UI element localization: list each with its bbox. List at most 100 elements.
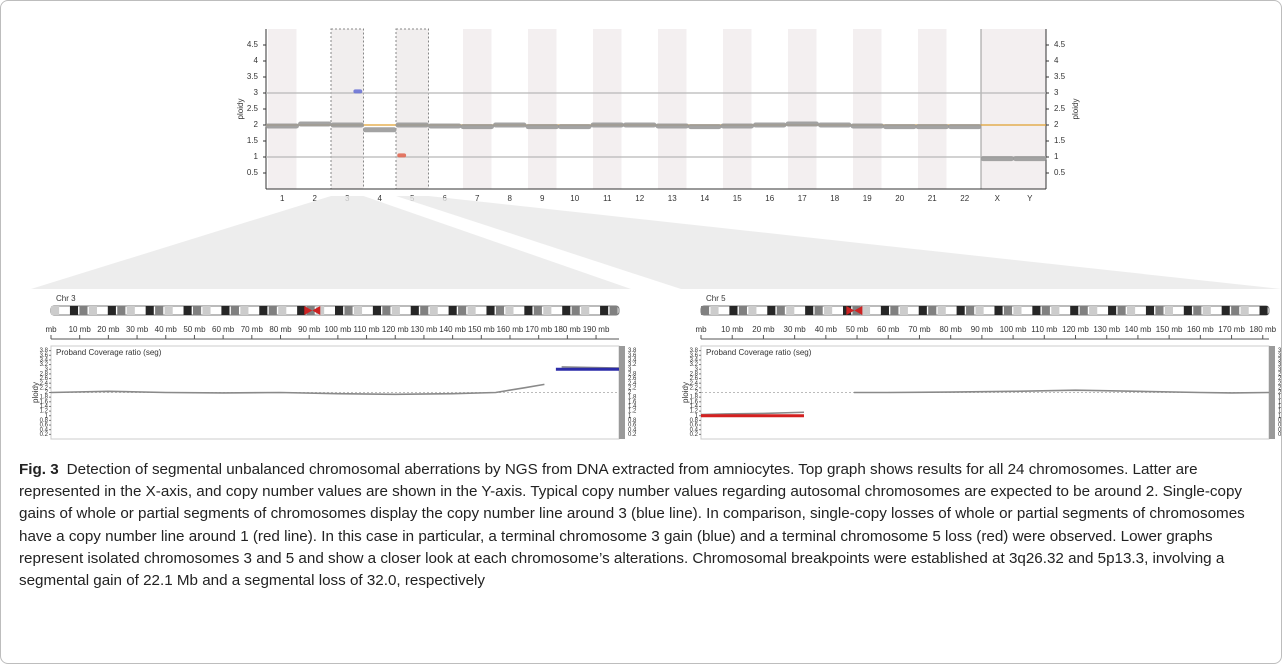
band (155, 306, 164, 315)
band (524, 306, 533, 315)
band (776, 306, 785, 315)
band (69, 306, 79, 315)
x-tick-label: 13 (668, 194, 677, 203)
x-tick-label: 120 mb (1062, 325, 1089, 334)
y-label: ploidy (236, 99, 245, 120)
x-tick-label: 150 mb (1156, 325, 1183, 334)
scale-bar (619, 346, 625, 439)
y2-tick-label: 3 (1278, 367, 1282, 373)
x-tick-label: 1 (280, 194, 285, 203)
x-tick-label: mb (45, 325, 57, 334)
x-tick-label: 60 mb (877, 325, 900, 334)
caption-label: Fig. 3 (19, 461, 59, 478)
band-shade (593, 29, 622, 189)
y2-tick-label: 3.4 (628, 358, 637, 364)
band (1079, 306, 1088, 315)
y2-tick-label: 3.5 (1054, 72, 1066, 81)
y2-tick-label: 1 (628, 413, 632, 419)
band (259, 306, 268, 315)
band (1117, 306, 1126, 315)
x-tick-label: 11 (603, 194, 612, 203)
y2-tick-label: 2 (628, 390, 632, 396)
band (767, 306, 776, 315)
band (486, 306, 495, 315)
y2-tick-label: 2 (1054, 120, 1059, 129)
centromere (312, 306, 321, 315)
band (814, 306, 823, 315)
x-tick-label: 60 mb (212, 325, 235, 334)
y-tick-label: 2.4 (690, 381, 699, 387)
band (230, 306, 239, 315)
x-tick-label: 18 (830, 194, 839, 203)
band (1183, 306, 1192, 315)
x-tick-label: 14 (700, 194, 709, 203)
band (1164, 306, 1173, 315)
band (1070, 306, 1079, 315)
highlight-box (395, 28, 429, 190)
x-tick-label: 7 (475, 194, 480, 203)
band (420, 306, 429, 315)
y-tick-label: 0.8 (690, 418, 699, 424)
band (448, 306, 457, 315)
band (164, 306, 173, 315)
band (562, 306, 571, 315)
band (1240, 306, 1249, 315)
y-tick-label: 0.6 (40, 423, 49, 429)
y-tick-label: 2.2 (40, 385, 49, 391)
band (1032, 306, 1041, 315)
y2-tick-label: 1.5 (1054, 136, 1066, 145)
y-tick-label: 3.2 (40, 362, 49, 368)
y-tick-label: 1.2 (40, 409, 49, 415)
y2-tick-label: 1 (1278, 413, 1282, 419)
band-shade (853, 29, 882, 189)
band (1089, 306, 1098, 315)
band (1108, 306, 1117, 315)
x-tick-label: 21 (928, 194, 937, 203)
x-tick-label: 12 (635, 194, 644, 203)
band (805, 306, 814, 315)
band (297, 306, 306, 315)
band (372, 306, 381, 315)
x-tick-label: 15 (733, 194, 742, 203)
x-tick-label: 10 (570, 194, 579, 203)
y2-tick-label: 0.4 (1278, 427, 1282, 433)
band (937, 306, 946, 315)
band (1013, 306, 1022, 315)
band (1127, 306, 1136, 315)
x-tick-label: 70 mb (908, 325, 931, 334)
y2-tick-label: 3 (628, 367, 632, 373)
subtitle: Proband Coverage ratio (seg) (56, 348, 162, 357)
y-tick-label: 0.2 (690, 432, 699, 438)
y-tick-label: 0.8 (40, 418, 49, 424)
x-tick-label: 150 mb (468, 325, 495, 334)
x-tick-label: 40 mb (155, 325, 178, 334)
y2-tick-label: 1.8 (1278, 395, 1282, 401)
band (344, 306, 353, 315)
y2-tick-label: 0.4 (628, 427, 637, 433)
band (533, 306, 542, 315)
y2-tick-label: 3.8 (628, 348, 637, 354)
y2-tick-label: 2.8 (628, 371, 637, 377)
chart-title: Chr 3 (56, 294, 76, 303)
x-tick-label: 130 mb (411, 325, 438, 334)
band (918, 306, 927, 315)
band (890, 306, 899, 315)
x-tick-label: 170 mb (525, 325, 552, 334)
band (202, 306, 211, 315)
y-tick-label: 3.2 (690, 362, 699, 368)
band-shade (528, 29, 557, 189)
band (145, 306, 154, 315)
x-tick-label: 180 mb (1249, 325, 1276, 334)
caption: Fig. 3 Detection of segmental unbalanced … (19, 459, 1269, 592)
band (966, 306, 975, 315)
band (1193, 306, 1202, 315)
y2-tick-label: 1.2 (1278, 409, 1282, 415)
y-label: ploidy (31, 382, 40, 403)
caption-text: Detection of segmental unbalanced chromo… (19, 461, 1245, 590)
x-tick-label: 16 (765, 194, 774, 203)
y2-tick-label: 3.6 (628, 353, 637, 359)
y-tick-label: 2 (695, 390, 699, 396)
band (738, 306, 747, 315)
y2-tick-label: 3.8 (1278, 348, 1282, 354)
